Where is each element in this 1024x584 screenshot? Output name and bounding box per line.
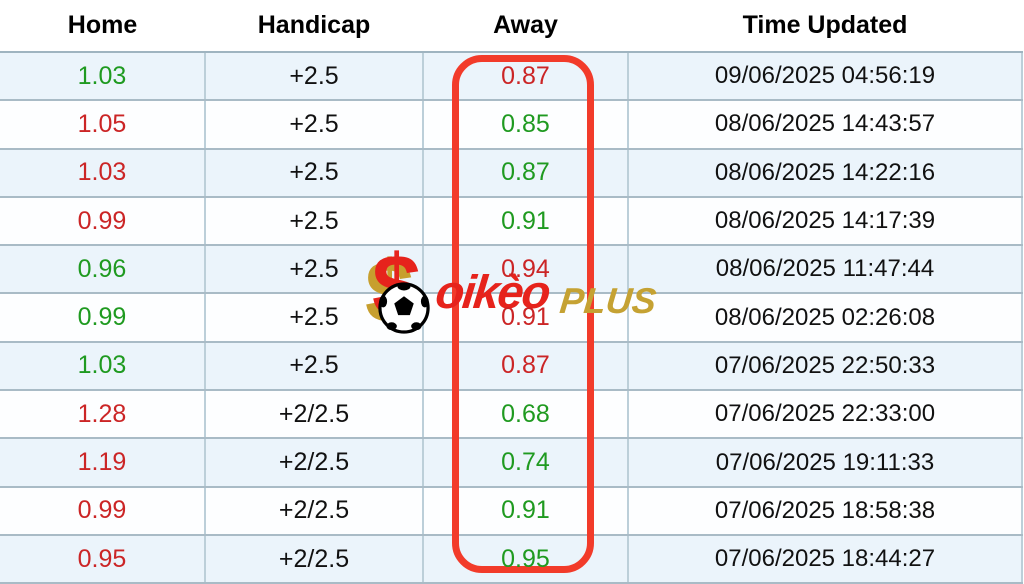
away-odds-cell: 0.87: [423, 52, 629, 102]
handicap-cell: +2/2.5: [205, 486, 424, 536]
handicap-cell: +2/2.5: [205, 438, 424, 488]
away-odds-cell: 0.91: [423, 196, 629, 247]
time-updated-cell: 07/06/2025 18:58:38: [628, 486, 1023, 536]
odds-row: 1.05 +2.5 0.85 08/06/2025 14:43:57: [0, 100, 1023, 150]
time-updated-cell: 09/06/2025 04:56:19: [628, 52, 1023, 102]
time-updated-cell: 07/06/2025 19:11:33: [628, 438, 1023, 488]
handicap-cell: +2.5: [205, 245, 424, 295]
column-header-home: Home: [0, 0, 205, 53]
time-updated-cell: 08/06/2025 02:26:08: [628, 293, 1023, 343]
away-odds-cell: 0.87: [423, 341, 629, 392]
home-odds-cell: 1.03: [0, 52, 206, 102]
odds-row: 0.99 +2.5 0.91 08/06/2025 02:26:08: [0, 293, 1023, 343]
odds-row: 1.19 +2/2.5 0.74 07/06/2025 19:11:33: [0, 438, 1023, 488]
away-odds-cell: 0.85: [423, 100, 629, 150]
time-updated-cell: 08/06/2025 11:47:44: [628, 245, 1023, 295]
home-odds-cell: 1.19: [0, 438, 206, 488]
handicap-cell: +2.5: [205, 52, 424, 102]
odds-row: 1.03 +2.5 0.87 09/06/2025 04:56:19: [0, 52, 1023, 102]
away-odds-cell: 0.91: [423, 486, 629, 536]
odds-row: 0.99 +2.5 0.91 08/06/2025 14:17:39: [0, 196, 1023, 247]
away-odds-cell: 0.74: [423, 438, 629, 488]
home-odds-cell: 0.99: [0, 293, 206, 343]
column-header-time-updated: Time Updated: [628, 0, 1022, 53]
away-odds-cell: 0.91: [423, 293, 629, 343]
handicap-cell: +2.5: [205, 196, 424, 247]
home-odds-cell: 1.03: [0, 341, 206, 392]
home-odds-cell: 0.99: [0, 486, 206, 536]
time-updated-cell: 08/06/2025 14:17:39: [628, 196, 1023, 247]
home-odds-cell: 1.03: [0, 148, 206, 198]
handicap-cell: +2/2.5: [205, 534, 424, 584]
time-updated-cell: 08/06/2025 14:22:16: [628, 148, 1023, 198]
home-odds-cell: 0.99: [0, 196, 206, 247]
time-updated-cell: 07/06/2025 22:50:33: [628, 341, 1023, 392]
table-header-row: Home Handicap Away Time Updated: [0, 0, 1022, 53]
odds-row: 1.03 +2.5 0.87 08/06/2025 14:22:16: [0, 148, 1023, 198]
away-odds-cell: 0.94: [423, 245, 629, 295]
away-odds-cell: 0.87: [423, 148, 629, 198]
time-updated-cell: 07/06/2025 18:44:27: [628, 534, 1023, 584]
away-odds-cell: 0.95: [423, 534, 629, 584]
odds-row: 1.03 +2.5 0.87 07/06/2025 22:50:33: [0, 341, 1023, 392]
home-odds-cell: 0.95: [0, 534, 206, 584]
odds-row: 1.28 +2/2.5 0.68 07/06/2025 22:33:00: [0, 390, 1023, 440]
home-odds-cell: 0.96: [0, 245, 206, 295]
column-header-away: Away: [423, 0, 628, 53]
column-header-handicap: Handicap: [205, 0, 423, 53]
handicap-cell: +2.5: [205, 148, 424, 198]
odds-row: 0.96 +2.5 0.94 08/06/2025 11:47:44: [0, 245, 1023, 295]
away-odds-cell: 0.68: [423, 390, 629, 440]
time-updated-cell: 08/06/2025 14:43:57: [628, 100, 1023, 150]
handicap-cell: +2.5: [205, 341, 424, 392]
handicap-cell: +2.5: [205, 293, 424, 343]
odds-row: 0.95 +2/2.5 0.95 07/06/2025 18:44:27: [0, 534, 1023, 584]
home-odds-cell: 1.05: [0, 100, 206, 150]
time-updated-cell: 07/06/2025 22:33:00: [628, 390, 1023, 440]
handicap-cell: +2.5: [205, 100, 424, 150]
handicap-cell: +2/2.5: [205, 390, 424, 440]
home-odds-cell: 1.28: [0, 390, 206, 440]
odds-row: 0.99 +2/2.5 0.91 07/06/2025 18:58:38: [0, 486, 1023, 536]
